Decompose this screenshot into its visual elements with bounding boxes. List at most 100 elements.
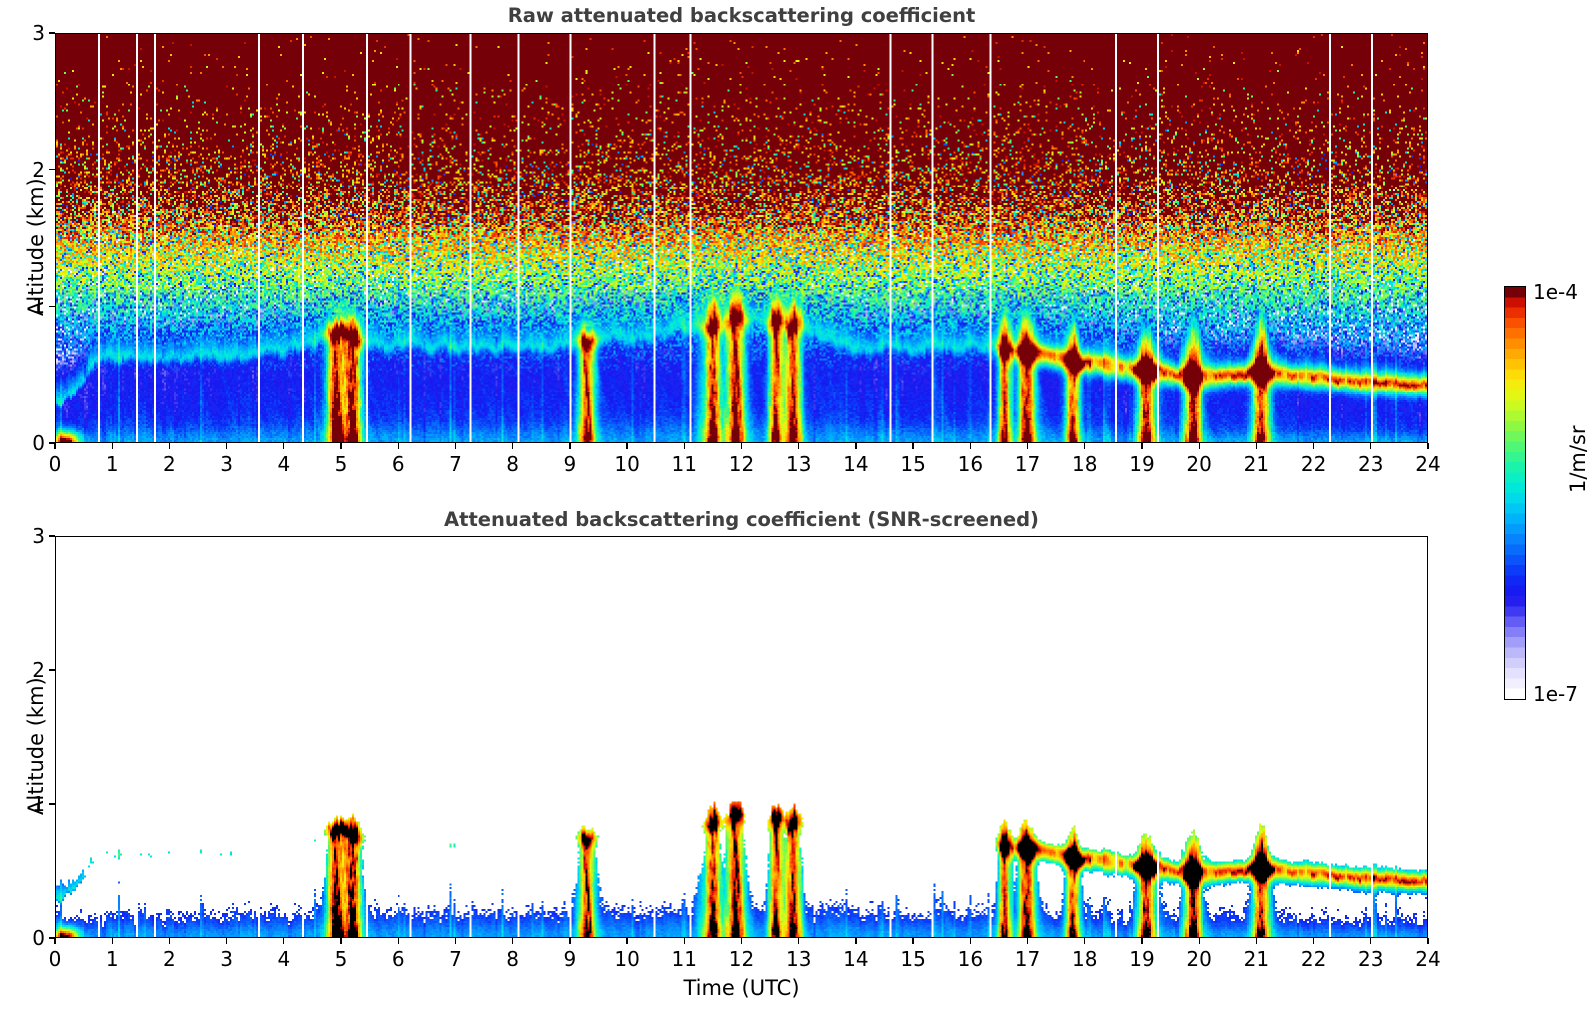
x-tick-mark: [912, 938, 914, 944]
x-tick-label: 16: [957, 947, 984, 971]
x-tick-label: 22: [1300, 947, 1327, 971]
x-tick-mark: [283, 443, 285, 449]
x-tick-mark: [569, 443, 571, 449]
x-tick-label: 20: [1186, 452, 1212, 476]
x-tick-mark: [1255, 443, 1258, 449]
x-tick-mark: [569, 938, 571, 944]
y-axis-title: Altitude (km): [24, 677, 48, 815]
panel-title-raw: Raw attenuated backscattering coefficien…: [507, 4, 976, 27]
x-tick-label: 13: [785, 947, 812, 971]
x-tick-mark: [912, 443, 914, 449]
x-tick-mark: [111, 443, 113, 449]
x-tick-label: 19: [1129, 947, 1155, 971]
x-tick-mark: [1198, 443, 1200, 449]
x-tick-mark: [1026, 938, 1029, 944]
x-tick-label: 15: [900, 452, 926, 476]
x-tick-mark: [454, 938, 457, 944]
y-tick-mark: [49, 32, 55, 34]
x-tick-mark: [283, 938, 285, 944]
x-tick-label: 0: [48, 452, 62, 476]
x-tick-label: 1: [105, 452, 119, 476]
x-tick-label: 11: [671, 452, 698, 476]
x-tick-label: 14: [843, 452, 869, 476]
x-tick-mark: [54, 443, 56, 449]
x-tick-label: 8: [506, 452, 520, 476]
x-tick-label: 3: [220, 947, 233, 971]
x-tick-label: 17: [1014, 452, 1041, 476]
y-tick-label: 1: [32, 294, 45, 319]
x-tick-label: 23: [1358, 452, 1384, 476]
x-tick-mark: [1141, 938, 1143, 944]
y-tick-mark: [49, 169, 55, 171]
x-tick-mark: [512, 938, 514, 944]
x-tick-label: 23: [1358, 947, 1384, 971]
x-tick-mark: [1312, 443, 1315, 449]
x-tick-label: 6: [391, 452, 405, 476]
x-tick-mark: [1370, 443, 1372, 449]
x-tick-mark: [397, 938, 399, 944]
x-tick-label: 18: [1072, 452, 1098, 476]
x-tick-label: 18: [1072, 947, 1098, 971]
x-tick-label: 4: [277, 452, 291, 476]
x-tick-mark: [1026, 443, 1029, 449]
x-tick-label: 21: [1243, 947, 1270, 971]
x-tick-mark: [168, 443, 171, 449]
x-tick-mark: [54, 938, 56, 944]
y-tick-mark: [49, 669, 55, 671]
y-tick-mark: [49, 803, 55, 805]
x-tick-label: 9: [563, 452, 577, 476]
x-tick-mark: [111, 938, 113, 944]
x-tick-label: 24: [1415, 947, 1441, 971]
x-tick-label: 6: [391, 947, 405, 971]
x-tick-label: 5: [334, 947, 348, 971]
y-tick-mark: [49, 937, 55, 939]
heatmap-panel-screened: [55, 536, 1428, 938]
x-tick-mark: [969, 938, 971, 944]
y-tick-label: 0: [32, 926, 45, 950]
x-tick-label: 10: [614, 452, 640, 476]
x-tick-mark: [340, 443, 342, 449]
x-tick-mark: [1255, 938, 1258, 944]
x-tick-label: 13: [785, 452, 812, 476]
x-tick-mark: [168, 938, 171, 944]
x-tick-mark: [1084, 443, 1086, 449]
x-tick-label: 2: [163, 947, 176, 971]
x-tick-label: 15: [900, 947, 926, 971]
y-tick-label: 3: [32, 21, 45, 45]
y-tick-label: 2: [32, 157, 45, 182]
colorbar-tick-min: 1e-7: [1533, 682, 1578, 706]
x-tick-label: 2: [163, 452, 176, 476]
x-tick-mark: [626, 938, 628, 944]
x-tick-mark: [969, 443, 971, 449]
heatmap-panel-raw: [55, 33, 1428, 443]
x-axis-title: Time (UTC): [683, 976, 800, 1000]
x-tick-mark: [1312, 938, 1315, 944]
x-tick-mark: [397, 443, 399, 449]
x-tick-label: 14: [843, 947, 869, 971]
x-tick-label: 1: [105, 947, 119, 971]
x-tick-label: 24: [1415, 452, 1441, 476]
y-tick-mark: [49, 305, 55, 307]
x-tick-label: 0: [48, 947, 62, 971]
y-tick-label: 1: [32, 792, 45, 816]
panel-title-screened: Attenuated backscattering coefficient (S…: [444, 508, 1039, 531]
colorbar-axis-label: 1/m/sr: [1566, 425, 1590, 493]
x-tick-label: 4: [277, 947, 291, 971]
x-tick-mark: [855, 443, 857, 449]
colorbar-gradient: [1504, 286, 1526, 700]
x-tick-label: 8: [506, 947, 520, 971]
y-axis-title: Altitude (km): [24, 178, 48, 316]
x-tick-label: 22: [1300, 452, 1327, 476]
x-tick-label: 7: [449, 452, 462, 476]
x-tick-mark: [1370, 938, 1372, 944]
x-tick-mark: [683, 443, 685, 449]
colorbar-tick-max: 1e-4: [1533, 280, 1578, 304]
x-tick-mark: [512, 443, 514, 449]
x-tick-mark: [855, 938, 857, 944]
x-tick-label: 17: [1014, 947, 1041, 971]
x-tick-mark: [1198, 938, 1200, 944]
x-tick-label: 5: [334, 452, 348, 476]
y-tick-label: 0: [32, 431, 45, 455]
x-tick-mark: [340, 938, 342, 944]
